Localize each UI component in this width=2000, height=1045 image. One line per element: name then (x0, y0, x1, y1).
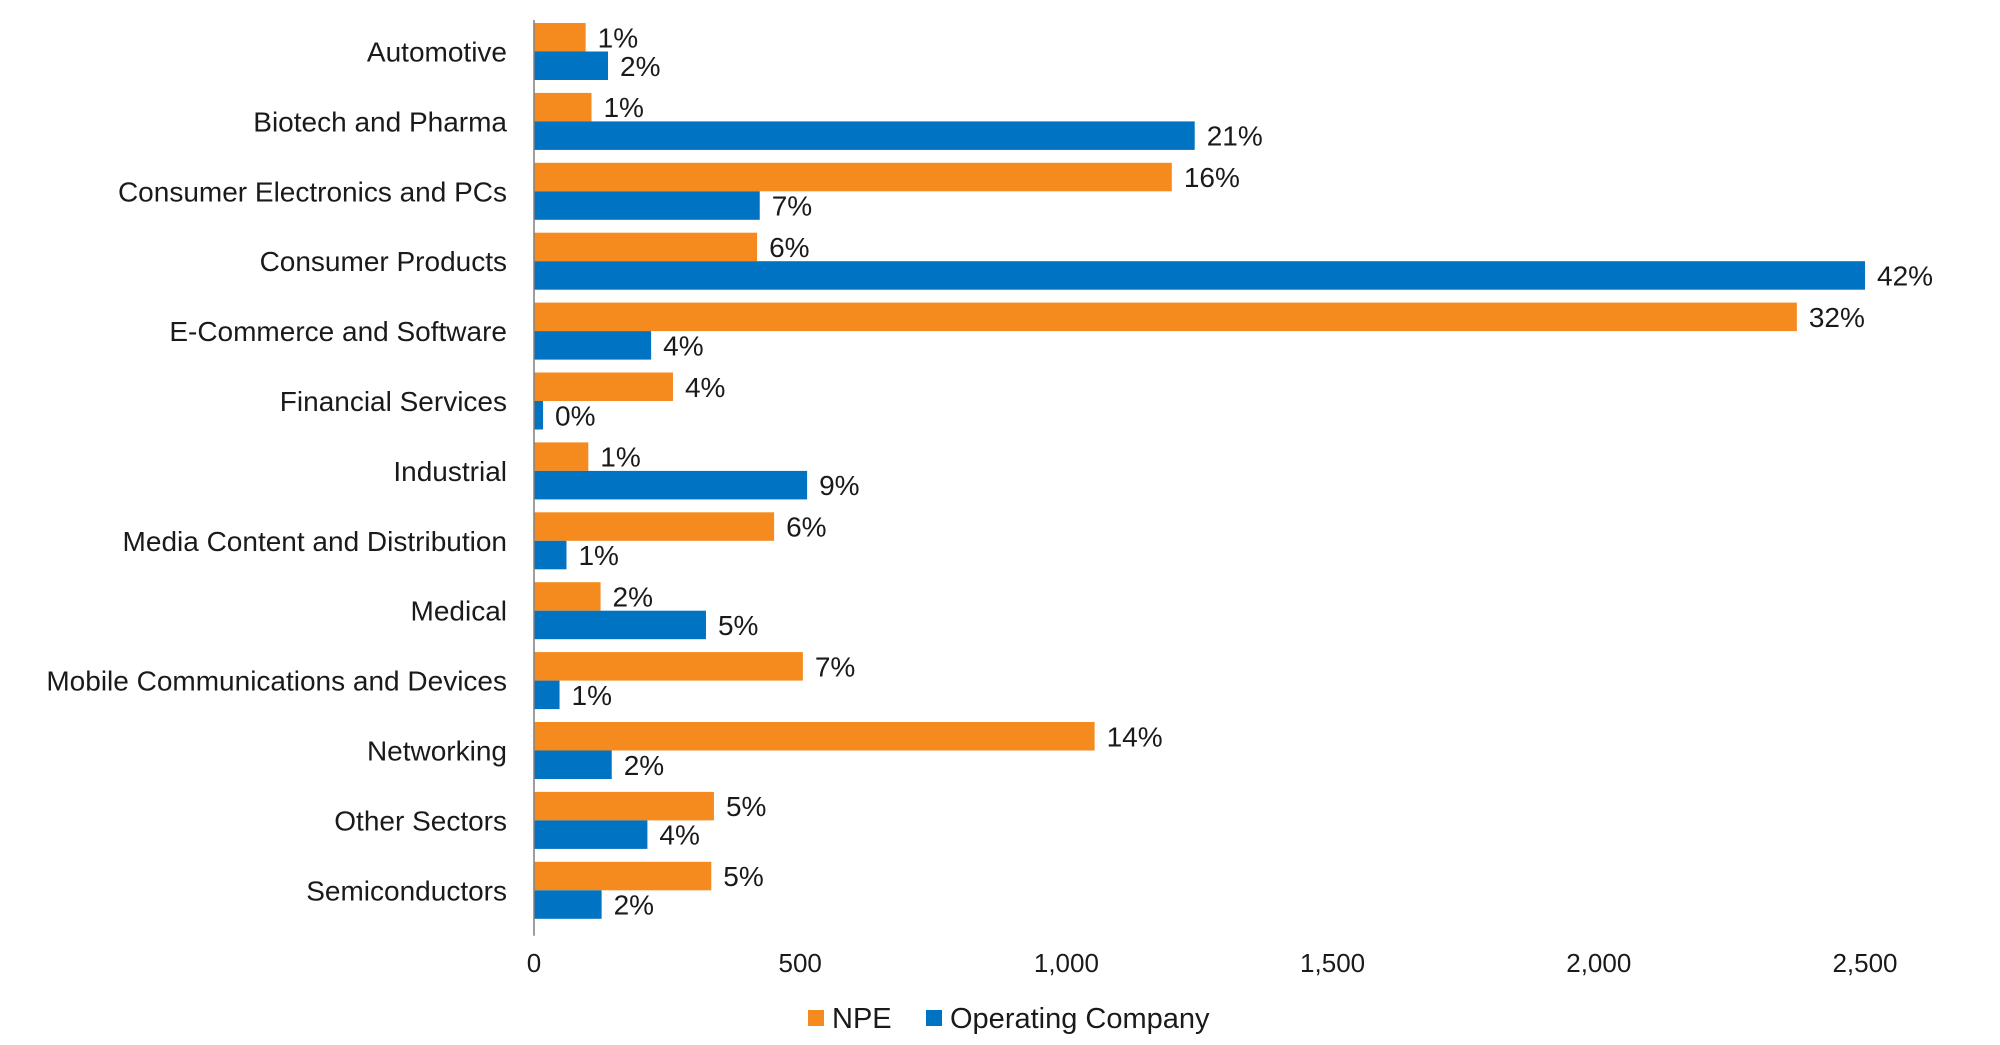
category-label-consumer-products: Consumer Products (260, 246, 507, 277)
x-tick-label-2-500: 2,500 (1832, 948, 1897, 978)
data-label-npe-media-content-and-distribution: 6% (786, 512, 826, 543)
category-label-automotive: Automotive (367, 37, 507, 68)
bar-operating-company-industrial (534, 471, 807, 500)
category-label-medical: Medical (411, 596, 507, 627)
x-tick-label-500: 500 (779, 948, 822, 978)
legend: NPE Operating Company (808, 1003, 1210, 1035)
bar-npe-e-commerce-and-software (534, 303, 1797, 332)
data-label-npe-other-sectors: 5% (726, 791, 766, 822)
bar-npe-consumer-products (534, 233, 757, 262)
bar-operating-company-networking (534, 751, 612, 780)
legend-swatch-operating-company (926, 1010, 942, 1026)
data-label-npe-mobile-communications-and-devices: 7% (815, 651, 855, 682)
bar-operating-company-mobile-communications-and-devices (534, 681, 560, 710)
bar-npe-financial-services (534, 373, 673, 402)
bar-operating-company-e-commerce-and-software (534, 331, 651, 360)
bar-operating-company-financial-services (534, 401, 543, 430)
data-label-npe-industrial: 1% (600, 442, 640, 473)
bar-npe-medical (534, 582, 601, 611)
x-tick-label-0: 0 (527, 948, 541, 978)
category-label-biotech-and-pharma: Biotech and Pharma (253, 106, 507, 137)
x-tick-label-2-000: 2,000 (1566, 948, 1631, 978)
data-label-operating-company-biotech-and-pharma: 21% (1207, 121, 1263, 152)
category-label-e-commerce-and-software: E-Commerce and Software (169, 316, 507, 347)
category-label-financial-services: Financial Services (280, 386, 507, 417)
bar-npe-automotive (534, 23, 586, 52)
data-label-operating-company-e-commerce-and-software: 4% (663, 330, 703, 361)
category-labels-layer: Automotive Biotech and Pharma Consumer Ele… (46, 37, 507, 907)
bar-operating-company-biotech-and-pharma (534, 121, 1195, 149)
data-label-npe-consumer-products: 6% (769, 232, 809, 263)
data-label-npe-e-commerce-and-software: 32% (1809, 302, 1865, 333)
legend-swatch-npe (808, 1010, 824, 1026)
data-label-operating-company-networking: 2% (624, 750, 664, 781)
category-label-industrial: Industrial (393, 456, 507, 487)
data-label-operating-company-financial-services: 0% (555, 400, 595, 431)
category-label-networking: Networking (367, 736, 507, 767)
bar-npe-consumer-electronics-and-pcs (534, 163, 1172, 192)
data-label-operating-company-automotive: 2% (620, 51, 660, 82)
bar-npe-industrial (534, 442, 588, 471)
data-label-operating-company-consumer-products: 42% (1877, 260, 1933, 291)
data-label-npe-medical: 2% (613, 581, 653, 612)
data-label-npe-biotech-and-pharma: 1% (603, 92, 643, 123)
data-label-operating-company-media-content-and-distribution: 1% (578, 540, 618, 571)
data-label-npe-automotive: 1% (598, 22, 638, 53)
category-label-mobile-communications-and-devices: Mobile Communications and Devices (46, 666, 507, 697)
bar-npe-media-content-and-distribution (534, 512, 774, 541)
bar-operating-company-consumer-electronics-and-pcs (534, 191, 760, 220)
bar-npe-semiconductors (534, 862, 711, 891)
bars-layer (534, 23, 1865, 919)
bar-operating-company-other-sectors (534, 820, 647, 849)
bar-operating-company-semiconductors (534, 890, 602, 919)
bar-operating-company-medical (534, 611, 706, 640)
bar-operating-company-media-content-and-distribution (534, 541, 566, 570)
category-label-consumer-electronics-and-pcs: Consumer Electronics and PCs (118, 176, 507, 207)
data-label-operating-company-industrial: 9% (819, 470, 859, 501)
category-label-media-content-and-distribution: Media Content and Distribution (123, 526, 507, 557)
bar-npe-mobile-communications-and-devices (534, 652, 803, 681)
data-label-operating-company-medical: 5% (718, 610, 758, 641)
data-label-npe-consumer-electronics-and-pcs: 16% (1184, 162, 1240, 193)
data-label-npe-networking: 14% (1107, 721, 1163, 752)
legend-label-operating-company: Operating Company (950, 1003, 1210, 1035)
category-label-semiconductors: Semiconductors (306, 875, 507, 906)
legend-label-npe: NPE (832, 1003, 892, 1035)
bar-npe-other-sectors (534, 792, 714, 821)
x-tick-label-1-000: 1,000 (1034, 948, 1099, 978)
bar-npe-networking (534, 722, 1095, 751)
data-label-npe-semiconductors: 5% (723, 861, 763, 892)
data-label-operating-company-mobile-communications-and-devices: 1% (572, 680, 612, 711)
x-tick-labels-layer: 0 500 1,000 1,500 2,000 2,500 (527, 948, 1898, 978)
bar-npe-biotech-and-pharma (534, 93, 591, 122)
data-label-operating-company-semiconductors: 2% (614, 890, 654, 921)
category-label-other-sectors: Other Sectors (334, 805, 507, 836)
bar-operating-company-automotive (534, 52, 608, 81)
bar-operating-company-consumer-products (534, 261, 1865, 290)
x-tick-label-1-500: 1,500 (1300, 948, 1365, 978)
data-label-operating-company-consumer-electronics-and-pcs: 7% (772, 191, 812, 222)
data-label-operating-company-other-sectors: 4% (659, 820, 699, 851)
data-label-npe-financial-services: 4% (685, 372, 725, 403)
